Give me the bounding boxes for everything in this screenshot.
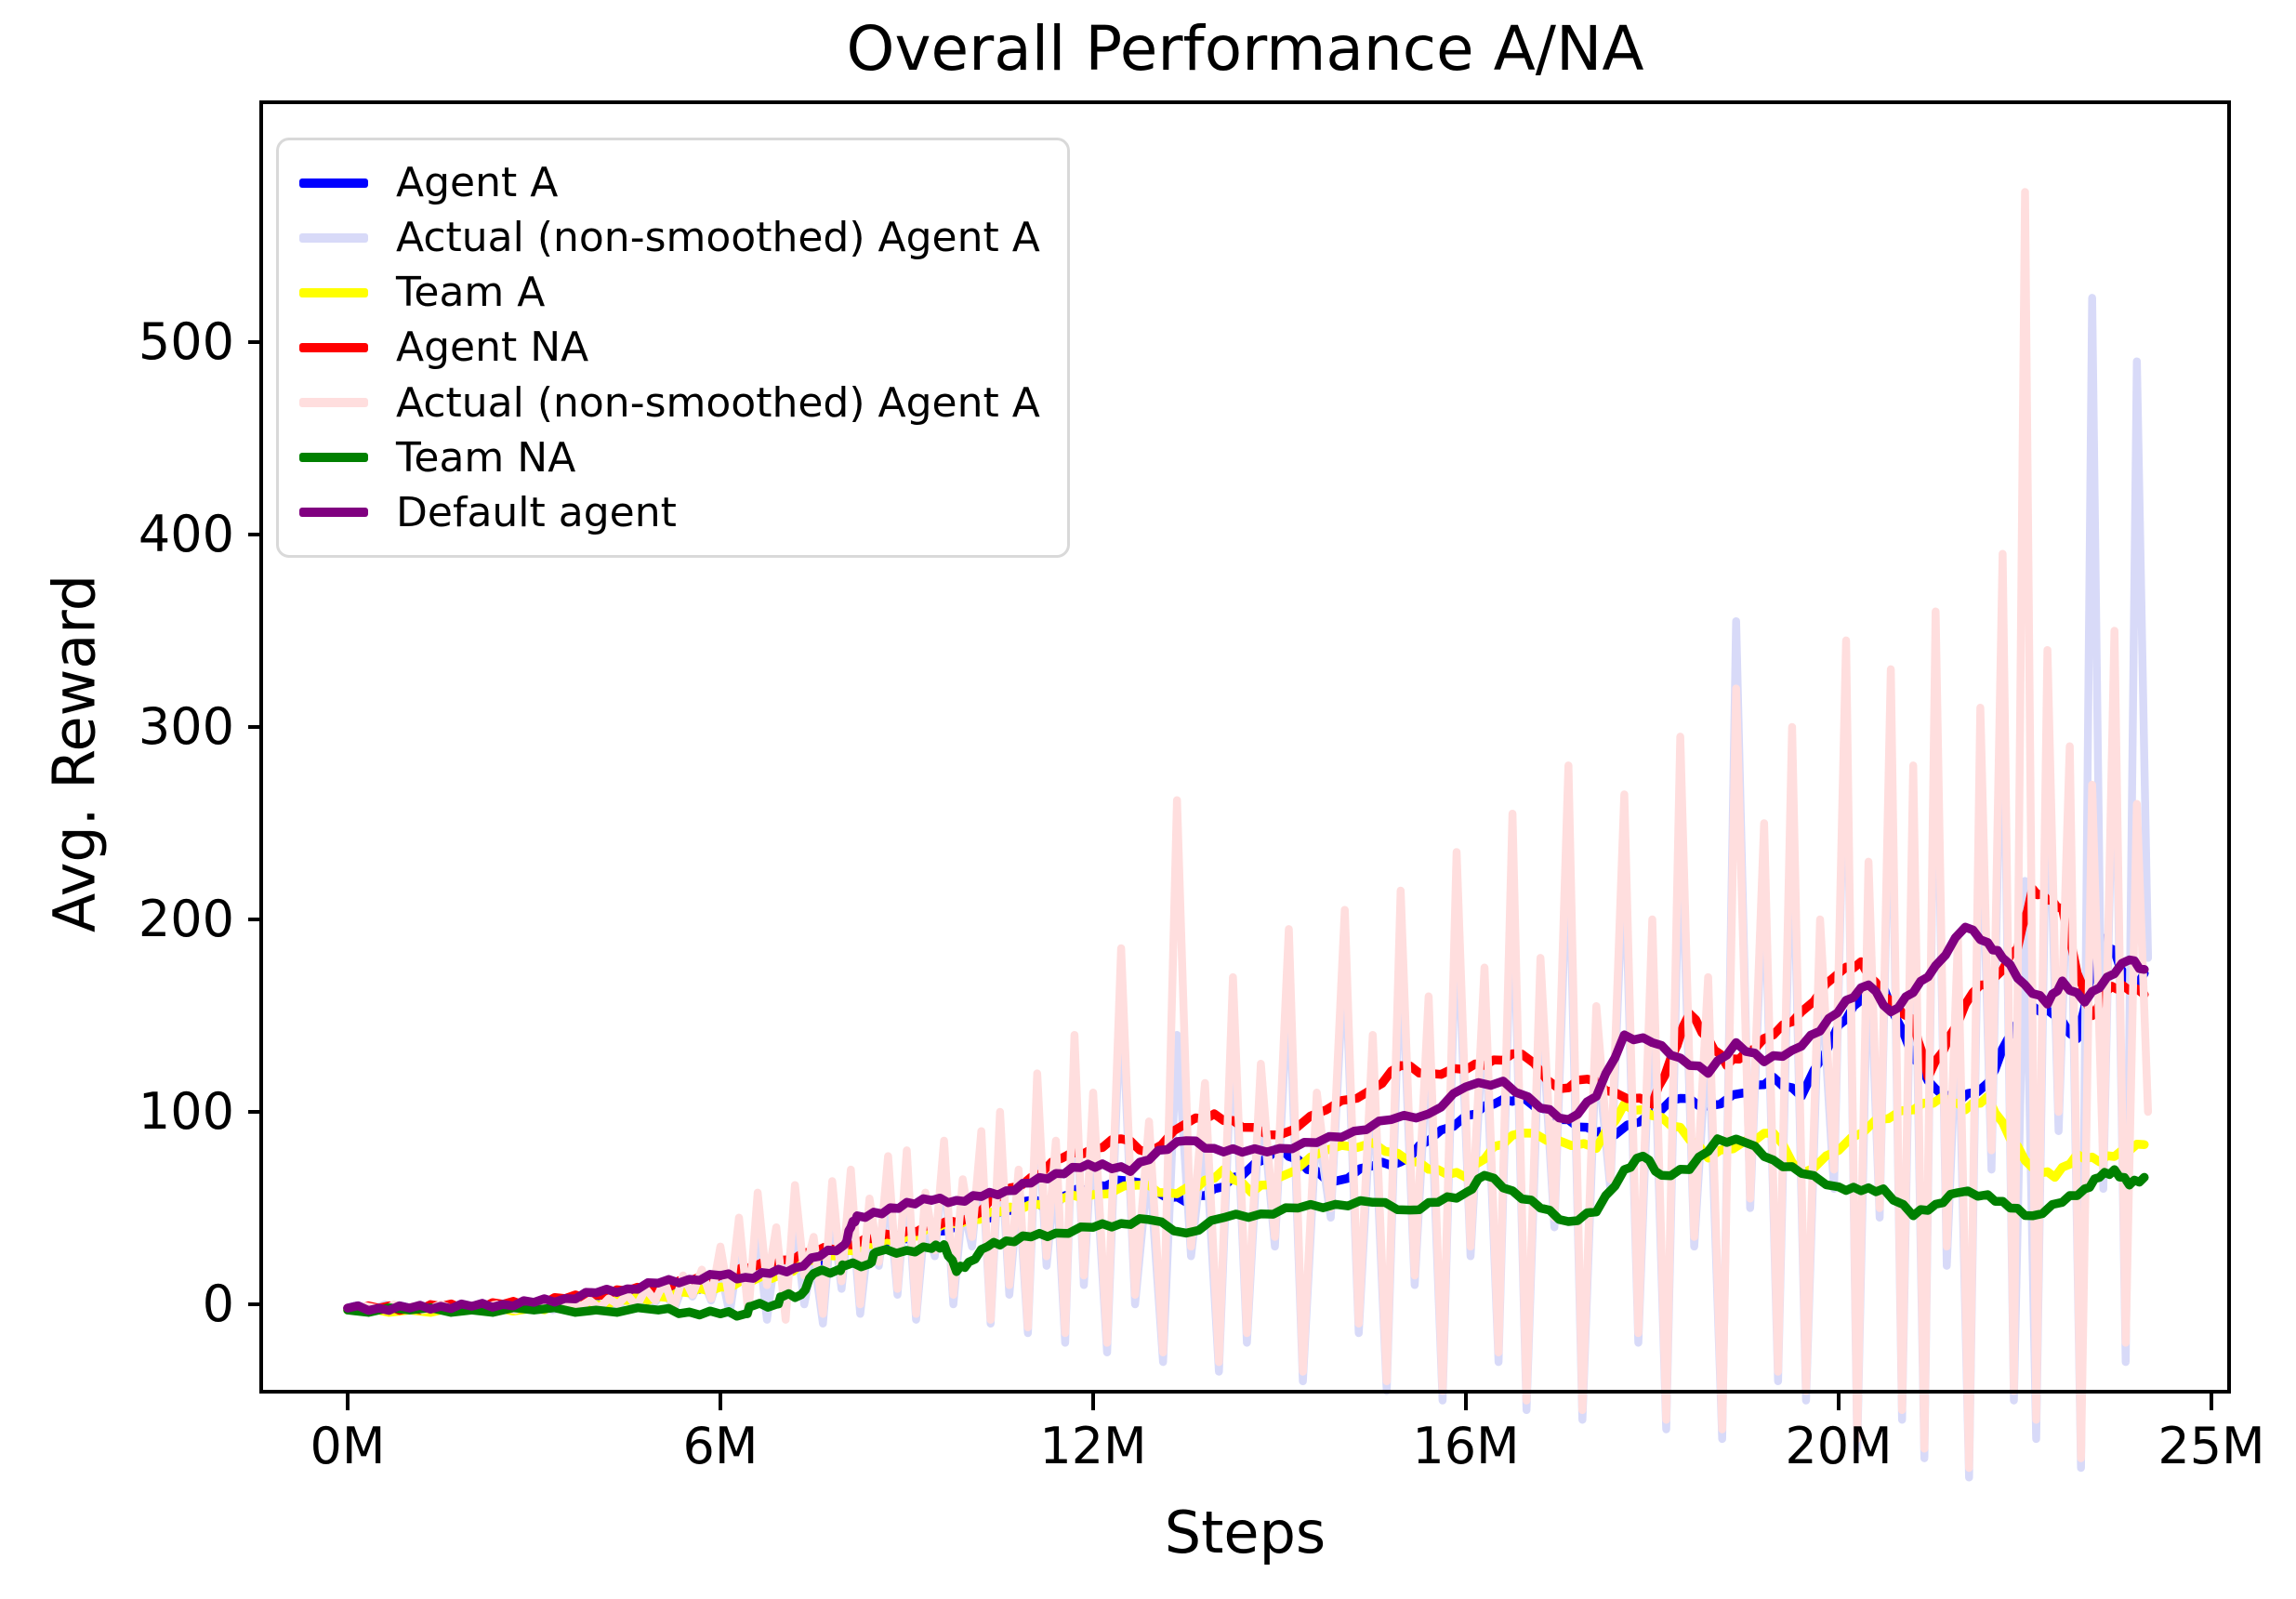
x-tick-label: 20M — [1785, 1417, 1893, 1475]
legend-entry-label: Agent A — [396, 159, 559, 207]
legend-line-swatch — [299, 232, 368, 243]
legend-entry-label: Team A — [396, 269, 546, 317]
y-tick-label: 0 — [202, 1275, 234, 1333]
legend-line-swatch — [299, 508, 368, 518]
y-tick-label: 200 — [138, 890, 234, 948]
y-tick-label: 500 — [138, 312, 234, 371]
x-tick-label: 12M — [1039, 1417, 1147, 1475]
x-tick-label: 16M — [1412, 1417, 1520, 1475]
legend-entry-label: Actual (non-smoothed) Agent A — [396, 378, 1040, 427]
legend-entry: Actual (non-smoothed) Agent A — [299, 377, 1058, 429]
y-tick-label: 100 — [138, 1082, 234, 1141]
legend-entry: Actual (non-smoothed) Agent A — [299, 212, 1058, 264]
x-tick-label: 6M — [682, 1417, 759, 1475]
legend-line-swatch — [299, 342, 368, 352]
legend-entry: Agent A — [299, 157, 1058, 209]
legend-entry-label: Actual (non-smoothed) Agent A — [396, 214, 1040, 262]
series-line-6 — [343, 922, 2149, 1315]
legend-line-swatch — [299, 453, 368, 463]
legend-entry: Default agent — [299, 486, 1058, 538]
legend-line-swatch — [299, 287, 368, 297]
legend-entry: Team NA — [299, 431, 1058, 483]
legend-entry: Team A — [299, 267, 1058, 319]
legend: Agent A Actual (non-smoothed) Agent A Team… — [276, 138, 1070, 558]
x-axis-label: Steps — [1164, 1499, 1326, 1566]
y-tick-label: 400 — [138, 505, 234, 563]
legend-entry-label: Default agent — [396, 488, 677, 536]
x-tick-label: 0M — [310, 1417, 386, 1475]
y-tick-label: 300 — [138, 697, 234, 756]
legend-entry-label: Agent NA — [396, 324, 589, 372]
legend-entry-label: Team NA — [396, 433, 576, 482]
legend-entry: Agent NA — [299, 322, 1058, 374]
x-tick-label: 25M — [2157, 1417, 2265, 1475]
chart-title: Overall Performance A/NA — [846, 13, 1644, 85]
legend-line-swatch — [299, 178, 368, 188]
axes-spines — [259, 100, 2231, 1394]
legend-line-swatch — [299, 398, 368, 408]
series-line-5 — [343, 1134, 2149, 1321]
